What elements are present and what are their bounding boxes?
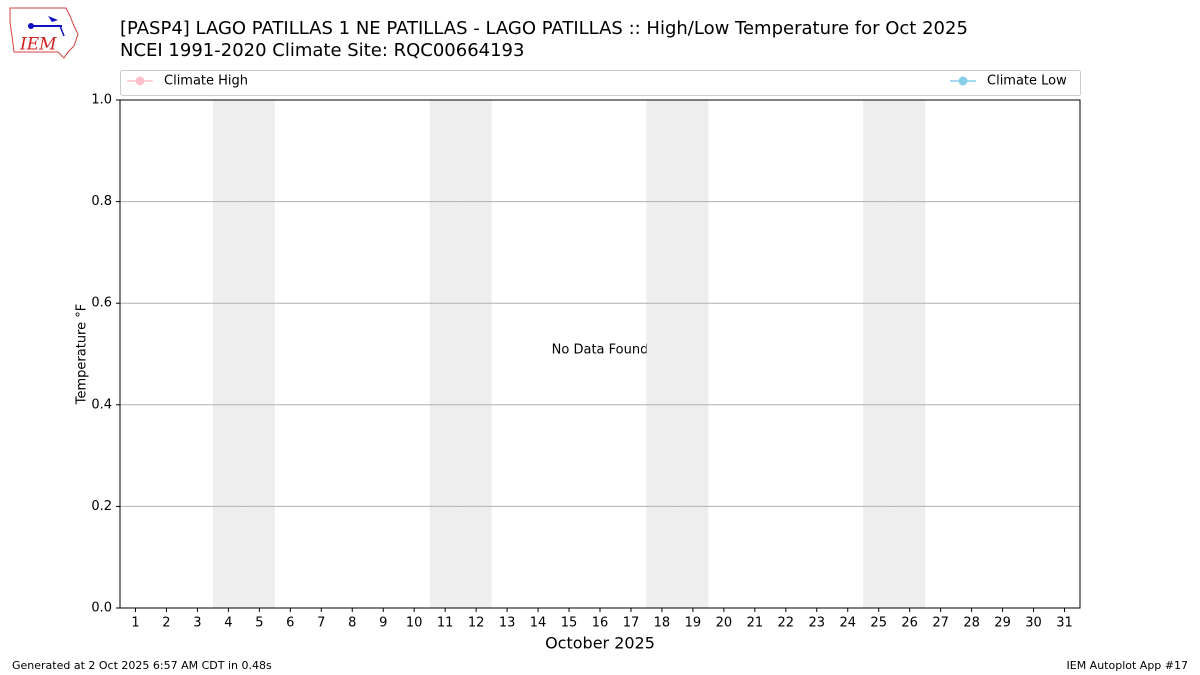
legend-marker (135, 76, 145, 86)
x-tick-label: 5 (255, 616, 263, 631)
x-tick-label: 3 (193, 616, 201, 631)
annotation: No Data Found (552, 343, 649, 358)
y-tick-label: 0.4 (91, 397, 112, 412)
x-tick-label: 10 (406, 616, 423, 631)
x-tick-label: 4 (224, 616, 232, 631)
y-tick-label: 0.0 (91, 601, 112, 616)
x-tick-label: 27 (932, 616, 949, 631)
logo-text: IEM (19, 35, 57, 55)
x-tick-label: 7 (317, 616, 325, 631)
x-tick-label: 8 (348, 616, 356, 631)
x-tick-label: 31 (1056, 616, 1073, 631)
x-tick-label: 1 (131, 616, 139, 631)
weekend-band (677, 100, 709, 608)
plot-frame (119, 99, 1081, 609)
x-tick-label: 18 (654, 616, 671, 631)
footer-left: Generated at 2 Oct 2025 6:57 AM CDT in 0… (12, 659, 272, 672)
x-tick-label: 6 (286, 616, 294, 631)
weekend-band (460, 100, 492, 608)
x-tick-label: 24 (839, 616, 856, 631)
x-tick-label: 11 (437, 616, 454, 631)
legend-box (120, 70, 1081, 96)
x-tick-label: 29 (994, 616, 1011, 631)
y-axis-label: Temperature °F (75, 304, 90, 405)
chart-subtitle: NCEI 1991-2020 Climate Site: RQC00664193 (120, 40, 524, 61)
x-tick-label: 14 (530, 616, 547, 631)
x-tick-label: 16 (592, 616, 609, 631)
x-tick-label: 13 (499, 616, 516, 631)
x-tick-label: 25 (870, 616, 887, 631)
weekend-band (243, 100, 275, 608)
y-tick-label: 0.6 (91, 296, 112, 311)
weekend-band (863, 100, 895, 608)
weekend-band (646, 100, 678, 608)
legend-label: Climate High (164, 74, 248, 89)
x-tick-label: 2 (162, 616, 170, 631)
x-tick-label: 20 (716, 616, 733, 631)
y-tick-label: 1.0 (91, 93, 112, 108)
x-tick-label: 12 (468, 616, 485, 631)
chart-title: [PASP4] LAGO PATILLAS 1 NE PATILLAS - LA… (120, 18, 968, 39)
y-tick-label: 0.8 (91, 194, 112, 209)
weekend-band (894, 100, 926, 608)
weekend-band (212, 100, 244, 608)
x-tick-label: 23 (809, 616, 826, 631)
x-tick-label: 28 (963, 616, 980, 631)
x-tick-label: 19 (685, 616, 702, 631)
legend-label: Climate Low (987, 74, 1067, 89)
logo: IEM (9, 7, 79, 59)
x-tick-label: 30 (1025, 616, 1042, 631)
x-tick-label: 26 (901, 616, 918, 631)
x-tick-label: 21 (747, 616, 764, 631)
x-tick-label: 9 (379, 616, 387, 631)
x-tick-label: 22 (778, 616, 795, 631)
footer-right: IEM Autoplot App #17 (1067, 659, 1189, 672)
legend-marker (958, 76, 968, 86)
x-tick-label: 17 (623, 616, 640, 631)
weekend-band (429, 100, 461, 608)
x-axis-label: October 2025 (545, 634, 655, 653)
y-tick-label: 0.2 (91, 499, 112, 514)
x-tick-label: 15 (561, 616, 578, 631)
